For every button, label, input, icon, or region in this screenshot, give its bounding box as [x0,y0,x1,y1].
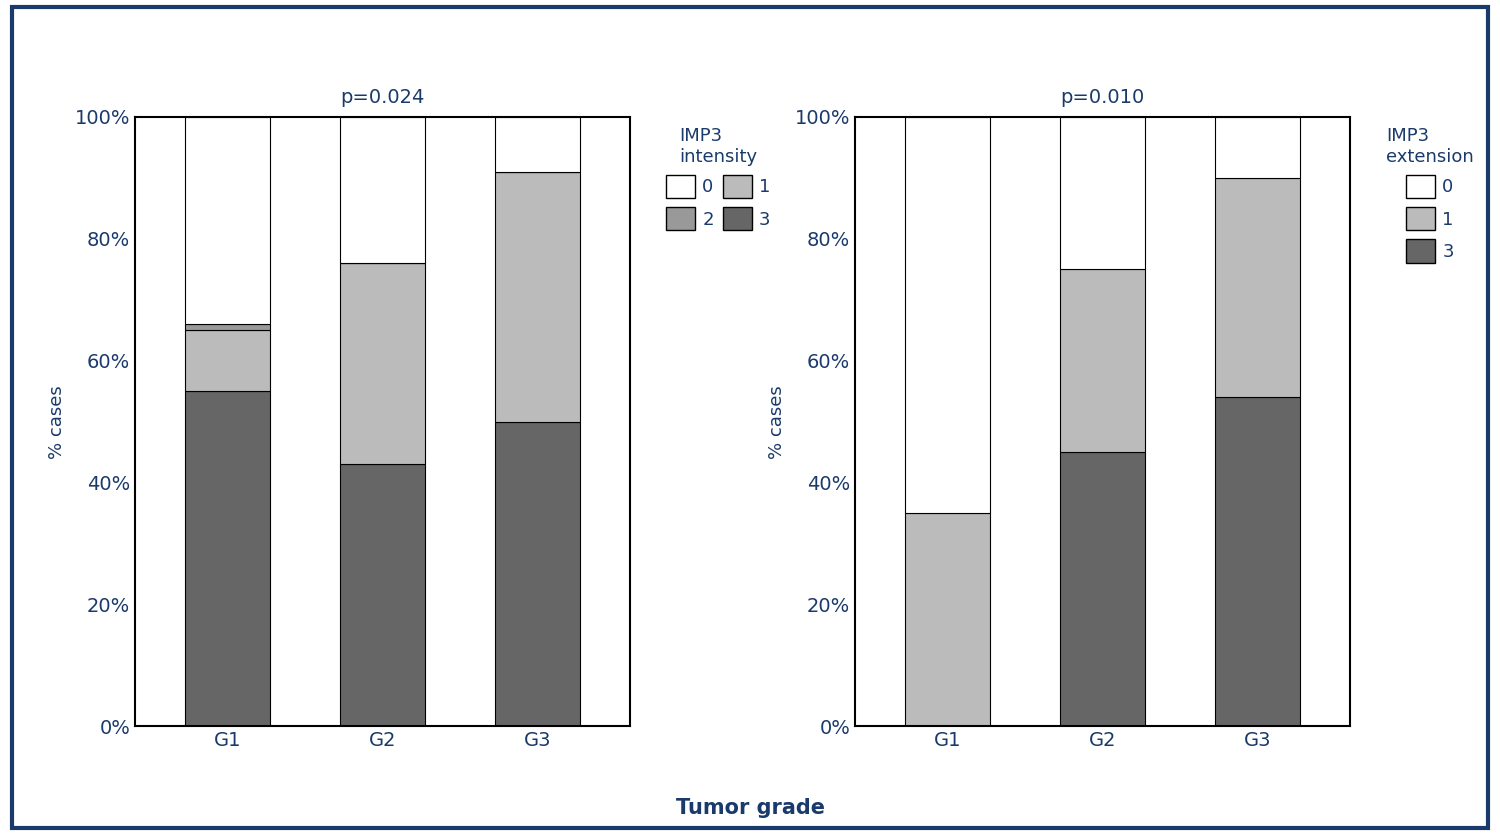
Bar [1215,117,1299,178]
Bar [1060,269,1144,453]
Bar [186,117,270,324]
Bar [1215,178,1299,397]
Title: p=0.024: p=0.024 [340,88,424,107]
Bar [495,172,579,422]
Bar [495,117,579,172]
Bar [906,117,990,513]
Bar [340,117,424,263]
Bar [906,513,990,726]
Text: Tumor grade: Tumor grade [675,798,825,818]
Legend: 0, 2, 1, 3: 0, 2, 1, 3 [658,120,777,237]
Bar [1060,453,1144,726]
Bar [1215,397,1299,726]
Y-axis label: % cases: % cases [48,385,66,458]
Bar [186,330,270,391]
Bar [495,422,579,726]
Bar [340,263,424,464]
Y-axis label: % cases: % cases [768,385,786,458]
Bar [186,391,270,726]
Title: p=0.010: p=0.010 [1060,88,1144,107]
Bar [1060,117,1144,269]
Bar [186,324,270,330]
Bar [340,464,424,726]
Legend: 0, 1, 3: 0, 1, 3 [1378,120,1480,270]
